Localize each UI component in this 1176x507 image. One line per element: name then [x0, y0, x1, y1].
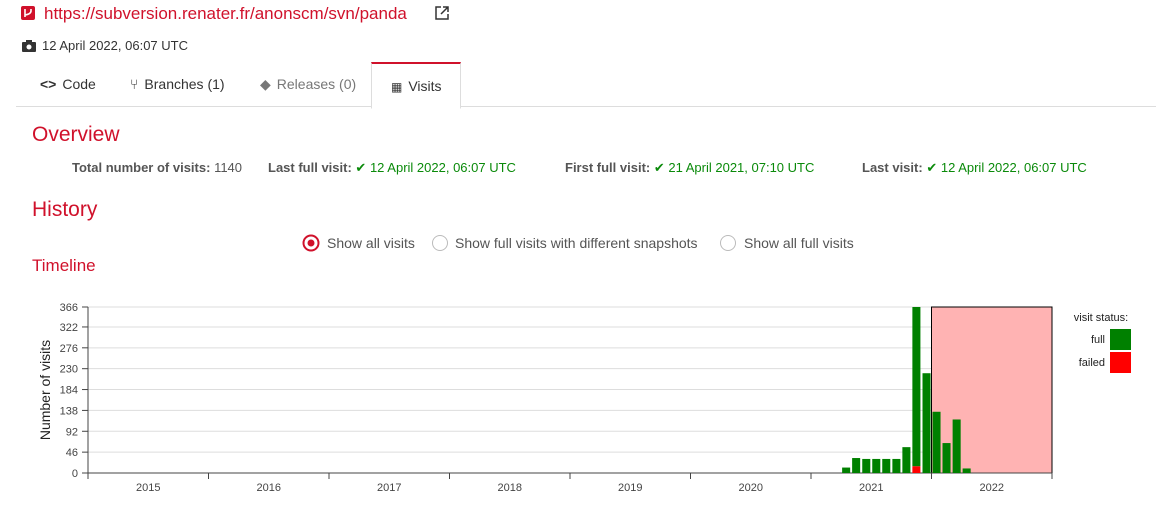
- chart: Number of visits visit status: 0 46 92 138 1…: [37, 302, 1131, 494]
- stat-label: Last visit:: [862, 160, 923, 175]
- tab[interactable]: ▦ Visits: [391, 78, 442, 94]
- section-title: Overview: [32, 123, 120, 146]
- legend-swatch: [1110, 352, 1131, 373]
- y-tick-label: 366: [60, 302, 78, 314]
- x-tick-label: 2022: [980, 482, 1004, 494]
- radio-label[interactable]: Show all full visits: [744, 235, 854, 251]
- bar: [952, 419, 961, 473]
- bar: [932, 411, 941, 473]
- tab[interactable]: <> Code: [40, 76, 96, 92]
- bar: [892, 458, 901, 473]
- x-tick-label: 2021: [859, 482, 883, 494]
- stat-value: 1140: [214, 160, 243, 175]
- y-tick-label: 92: [66, 426, 78, 438]
- bar: [882, 458, 891, 473]
- y-tick-label: 230: [60, 364, 78, 376]
- stat-value: 21 April 2021, 07:10 UTC: [668, 160, 815, 175]
- legend-title: visit status:: [1074, 312, 1128, 324]
- x-tick-label: 2017: [377, 482, 401, 494]
- stat-label: Total number of visits:: [72, 160, 211, 175]
- y-axis-label: Number of visits: [37, 340, 53, 440]
- bar: [922, 373, 931, 473]
- origin-url[interactable]: https://subversion.renater.fr/anonscm/sv…: [44, 4, 407, 23]
- bar: [872, 458, 881, 473]
- stat-label: First full visit:: [565, 160, 651, 175]
- stat: Last full visit: ✔ 12 April 2022, 06:07 …: [268, 160, 516, 175]
- stat-value: 12 April 2022, 06:07 UTC: [369, 160, 516, 175]
- tab-label: Branches (1): [144, 76, 225, 92]
- tab-label: Visits: [408, 78, 442, 94]
- x-tick-label: 2019: [618, 482, 642, 494]
- tab-label: Releases (0): [276, 76, 357, 92]
- tab-label: Code: [62, 76, 96, 92]
- y-tick-label: 184: [60, 385, 78, 397]
- x-tick-label: 2015: [136, 482, 160, 494]
- y-tick-label: 276: [60, 343, 78, 355]
- stat-label: Last full visit:: [268, 160, 352, 175]
- section-title: History: [32, 198, 98, 221]
- legend-swatch: [1110, 329, 1131, 350]
- camera-icon: [22, 40, 36, 52]
- bar: [962, 468, 971, 473]
- y-tick-label: 0: [72, 468, 78, 480]
- bar: [862, 458, 871, 473]
- external-icon: [435, 6, 449, 20]
- radio[interactable]: [431, 234, 449, 252]
- radio-selected[interactable]: [302, 234, 320, 252]
- bar: [942, 443, 951, 473]
- tab[interactable]: ⑂ Branches (1): [130, 76, 225, 92]
- y-tick-label: 322: [60, 322, 78, 334]
- stat: Total number of visits: 1140: [72, 160, 242, 175]
- radio[interactable]: [719, 234, 737, 252]
- active-tab: [371, 62, 461, 109]
- bar: [902, 447, 911, 473]
- legend-label: full: [1091, 334, 1105, 346]
- chart-title: Timeline: [32, 256, 96, 275]
- radio-label[interactable]: Show all visits: [327, 235, 415, 251]
- stat: First full visit: ✔ 21 April 2021, 07:10…: [565, 160, 815, 175]
- bar: [912, 307, 921, 467]
- bar: [912, 466, 921, 473]
- x-tick-label: 2020: [739, 482, 763, 494]
- x-tick-label: 2016: [257, 482, 281, 494]
- tab[interactable]: ◆ Releases (0): [260, 76, 357, 92]
- bar: [852, 458, 861, 473]
- radio-label[interactable]: Show full visits with different snapshot…: [455, 235, 698, 251]
- bar: [842, 467, 851, 473]
- repo-icon: [21, 6, 35, 20]
- legend-label: failed: [1079, 357, 1105, 369]
- stat: Last visit: ✔ 12 April 2022, 06:07 UTC: [862, 160, 1087, 175]
- y-tick-label: 46: [66, 447, 78, 459]
- x-tick-label: 2018: [498, 482, 522, 494]
- y-tick-label: 138: [60, 405, 78, 417]
- stat-value: 12 April 2022, 06:07 UTC: [940, 160, 1087, 175]
- tab-border: [16, 106, 1156, 107]
- snapshot-date: 12 April 2022, 06:07 UTC: [42, 38, 188, 53]
- selected-year: [931, 306, 1053, 474]
